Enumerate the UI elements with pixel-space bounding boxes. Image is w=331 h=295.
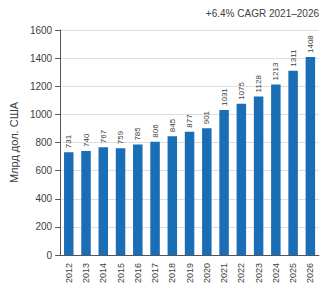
svg-text:2018: 2018: [167, 263, 177, 283]
svg-text:400: 400: [35, 193, 52, 204]
svg-text:2021: 2021: [219, 263, 229, 283]
svg-text:2015: 2015: [116, 263, 126, 283]
svg-text:2013: 2013: [81, 263, 91, 283]
svg-text:1075: 1075: [237, 81, 246, 99]
svg-text:2017: 2017: [150, 263, 160, 283]
svg-text:2025: 2025: [288, 263, 298, 283]
svg-text:2020: 2020: [202, 263, 212, 283]
svg-text:1213: 1213: [271, 62, 280, 80]
svg-text:901: 901: [202, 110, 211, 124]
svg-text:1128: 1128: [254, 75, 263, 93]
svg-text:845: 845: [168, 118, 177, 132]
svg-text:785: 785: [133, 127, 142, 141]
svg-text:806: 806: [151, 124, 160, 138]
svg-text:1000: 1000: [30, 109, 53, 120]
svg-text:1600: 1600: [30, 25, 53, 36]
svg-text:200: 200: [35, 221, 52, 232]
svg-text:2016: 2016: [133, 263, 143, 283]
svg-text:767: 767: [99, 129, 108, 143]
svg-text:2023: 2023: [254, 263, 264, 283]
svg-text:1408: 1408: [306, 35, 315, 53]
svg-text:2026: 2026: [305, 263, 315, 283]
svg-text:740: 740: [82, 133, 91, 147]
svg-text:2014: 2014: [98, 263, 108, 283]
svg-text:731: 731: [64, 134, 73, 148]
svg-text:877: 877: [185, 114, 194, 128]
svg-text:1031: 1031: [220, 88, 229, 106]
svg-text:2019: 2019: [185, 263, 195, 283]
svg-text:1311: 1311: [289, 49, 298, 67]
svg-text:600: 600: [35, 165, 52, 176]
svg-text:+6.4% CAGR 2021–2026: +6.4% CAGR 2021–2026: [206, 8, 320, 19]
svg-text:Млрд дол. США: Млрд дол. США: [8, 101, 20, 183]
svg-text:0: 0: [47, 250, 53, 261]
svg-text:759: 759: [116, 130, 125, 144]
svg-text:1400: 1400: [30, 53, 53, 64]
svg-text:2022: 2022: [236, 263, 246, 283]
svg-text:2012: 2012: [64, 263, 74, 283]
svg-text:800: 800: [35, 137, 52, 148]
svg-text:1200: 1200: [30, 81, 53, 92]
svg-text:2024: 2024: [271, 263, 281, 283]
